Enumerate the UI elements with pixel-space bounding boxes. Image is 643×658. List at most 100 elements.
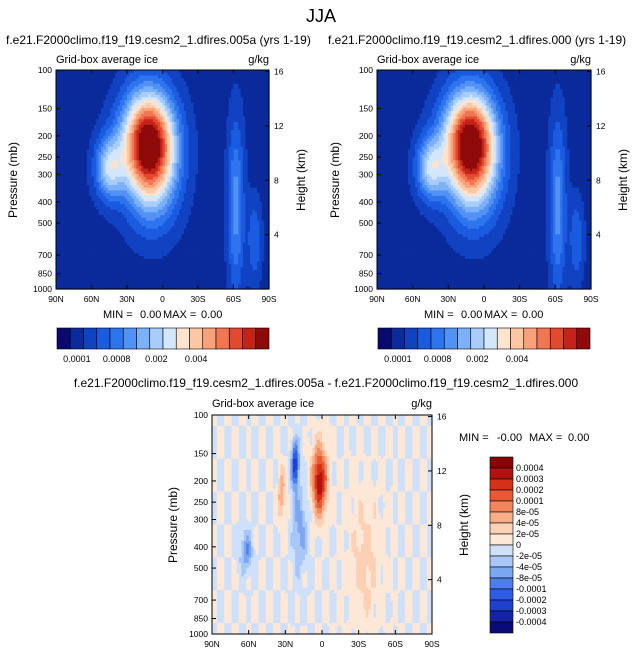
contour-cell [242, 146, 246, 150]
contour-cell [181, 86, 185, 90]
contour-cell [112, 157, 116, 161]
contour-cell [233, 163, 237, 167]
contour-cell [242, 70, 246, 74]
contour-cell [202, 132, 206, 137]
contour-cell [193, 195, 197, 200]
contour-cell [171, 72, 175, 77]
contour-cell [82, 168, 85, 172]
contour-cell [233, 174, 237, 178]
contour-cell [60, 215, 64, 219]
contour-cell [200, 204, 204, 208]
contour-cell [79, 97, 83, 101]
contour-cell [190, 113, 194, 118]
contour-cell [190, 174, 194, 178]
contour-cell [219, 119, 223, 123]
contour-cell [157, 146, 161, 150]
contour-cell [169, 143, 173, 148]
contour-cell [207, 135, 211, 140]
contour-cell [228, 209, 232, 213]
contour-cell [231, 122, 235, 126]
contour-cell [207, 97, 211, 101]
contour-cell [127, 187, 130, 192]
contour-cell [127, 184, 130, 189]
contour-cell [259, 119, 263, 123]
contour-cell [264, 78, 268, 82]
contour-cell [169, 127, 173, 131]
contour-cell [238, 80, 242, 85]
contour-cell [155, 91, 159, 96]
contour-cell [74, 130, 78, 134]
contour-cell [228, 184, 232, 189]
contour-cell [212, 212, 216, 216]
contour-cell [160, 72, 164, 77]
contour-cell [233, 97, 237, 101]
contour-cell [257, 80, 261, 85]
contour-cell [100, 116, 104, 120]
contour-cell [150, 108, 154, 112]
contour-cell [164, 201, 168, 205]
contour-cell [105, 70, 109, 74]
contour-cell [82, 204, 85, 208]
contour-cell [91, 75, 95, 79]
contour-cell [79, 72, 83, 77]
contour-cell [131, 176, 135, 181]
contour-cell [96, 141, 100, 145]
contour-cell [247, 209, 251, 213]
contour-cell [110, 168, 114, 172]
contour-cell [245, 209, 249, 213]
contour-cell [89, 80, 93, 85]
contour-cell [238, 135, 242, 140]
contour-cell [136, 174, 140, 178]
contour-cell [72, 204, 76, 208]
contour-cell [72, 111, 76, 115]
contour-cell [226, 160, 230, 164]
contour-cell [141, 130, 145, 134]
contour-cell [257, 198, 261, 202]
contour-cell [96, 146, 100, 150]
contour-cell [252, 102, 256, 107]
contour-cell [162, 143, 166, 148]
contour-cell [86, 168, 90, 172]
contour-cell [84, 122, 88, 126]
contour-cell [209, 113, 213, 118]
contour-cell [74, 215, 78, 219]
contour-cell [259, 86, 263, 90]
contour-cell [259, 187, 263, 192]
contour-cell [171, 97, 175, 101]
contour-cell [266, 174, 270, 178]
contour-cell [124, 143, 128, 148]
contour-cell [181, 72, 185, 77]
contour-cell [70, 206, 74, 211]
contour-cell [67, 143, 71, 148]
contour-cell [193, 119, 197, 123]
contour-cell [181, 122, 185, 126]
contour-cell [157, 171, 161, 175]
contour-cell [60, 94, 64, 98]
contour-cell [56, 100, 59, 104]
contour-cell [233, 212, 237, 216]
contour-cell [261, 152, 265, 156]
contour-cell [60, 209, 64, 213]
contour-cell [250, 171, 254, 175]
contour-cell [157, 86, 161, 90]
contour-cell [136, 100, 140, 104]
contour-cell [70, 94, 74, 98]
contour-cell [216, 80, 220, 85]
contour-cell [58, 209, 62, 213]
contour-cell [214, 108, 218, 112]
contour-cell [110, 119, 114, 123]
contour-cell [235, 204, 239, 208]
contour-cell [131, 78, 135, 82]
contour-cell [63, 132, 67, 137]
contour-cell [193, 100, 197, 104]
contour-cell [216, 119, 220, 123]
contour-cell [266, 113, 270, 118]
contour-cell [205, 94, 209, 98]
contour-cell [250, 179, 254, 183]
contour-cell [108, 215, 112, 219]
contour-cell [240, 89, 244, 93]
contour-cell [74, 135, 78, 140]
contour-cell [167, 111, 171, 115]
contour-cell [131, 119, 135, 123]
contour-cell [122, 193, 126, 197]
